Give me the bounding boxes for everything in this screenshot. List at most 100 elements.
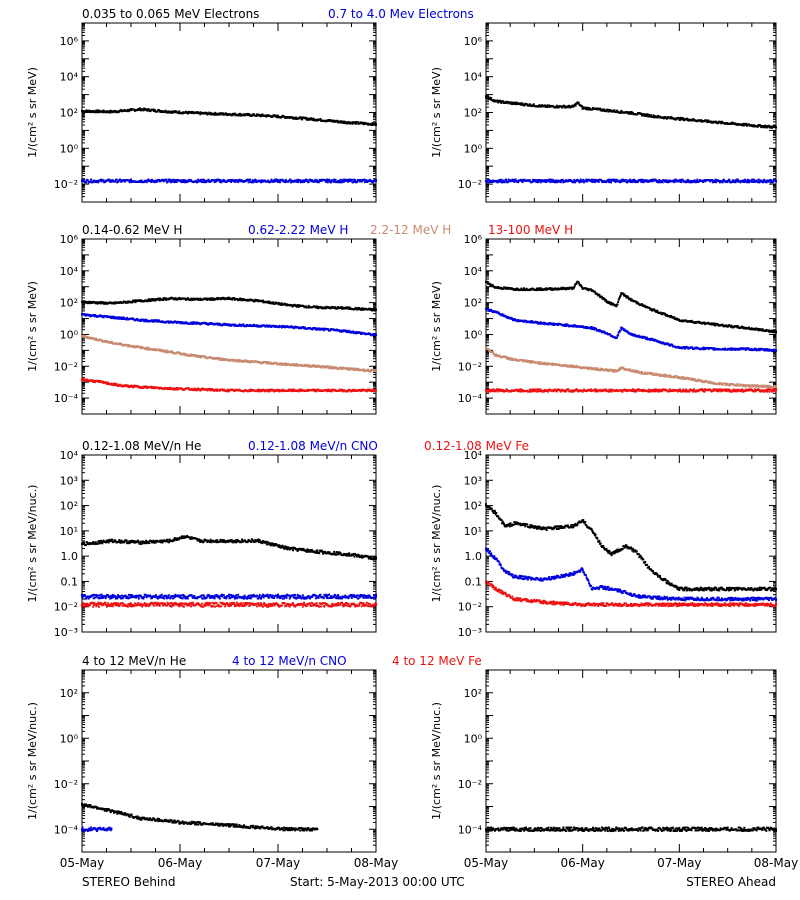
data-point xyxy=(526,103,529,106)
legend-label: 13-100 MeV H xyxy=(488,223,573,237)
data-point xyxy=(246,112,249,115)
data-point xyxy=(496,99,499,102)
data-point xyxy=(292,325,295,328)
data-point xyxy=(252,323,255,326)
data-point xyxy=(492,100,495,103)
data-point xyxy=(608,181,611,184)
y-tick-label: 10⁻⁴ xyxy=(54,392,79,405)
data-point xyxy=(179,352,182,355)
data-point xyxy=(316,328,319,331)
data-point xyxy=(300,390,303,393)
data-point xyxy=(736,326,739,329)
data-point xyxy=(629,297,632,300)
data-point xyxy=(506,181,509,184)
data-point xyxy=(587,107,590,110)
data-point xyxy=(273,114,276,117)
data-point xyxy=(664,312,667,315)
data-point xyxy=(658,179,661,182)
data-point xyxy=(147,178,150,181)
data-point xyxy=(325,366,328,369)
data-point xyxy=(264,325,267,328)
data-point xyxy=(158,349,161,352)
data-point xyxy=(706,121,709,124)
data-point xyxy=(548,178,551,181)
data-point xyxy=(632,180,635,183)
data-point xyxy=(113,317,116,320)
data-point xyxy=(213,113,216,116)
data-point xyxy=(517,181,520,184)
data-point xyxy=(528,104,531,107)
data-point xyxy=(729,325,732,328)
data-point xyxy=(745,122,748,125)
data-point xyxy=(744,124,747,127)
y-tick-label: 10⁰ xyxy=(464,142,483,155)
data-point xyxy=(544,287,547,290)
data-point xyxy=(312,389,315,392)
data-point xyxy=(229,180,232,183)
data-point xyxy=(177,388,180,391)
data-point xyxy=(134,346,137,349)
data-point xyxy=(543,180,545,183)
data-point xyxy=(353,180,356,183)
data-point xyxy=(373,389,376,392)
data-point xyxy=(736,180,739,183)
data-point xyxy=(573,286,576,289)
data-point xyxy=(82,334,85,337)
legend-label: 4 to 12 MeV Fe xyxy=(392,654,482,668)
data-point xyxy=(226,390,229,393)
legend-rows: 0.035 to 0.065 MeV Electrons 0.7 to 4.0 M… xyxy=(82,7,573,668)
data-point xyxy=(765,181,768,184)
data-point xyxy=(354,330,357,333)
data-point xyxy=(504,101,507,104)
data-point xyxy=(662,117,665,120)
data-point xyxy=(141,386,144,389)
data-point xyxy=(238,360,241,363)
data-point xyxy=(140,179,143,182)
data-point xyxy=(136,318,139,321)
data-point xyxy=(340,120,343,123)
data-point xyxy=(275,389,278,392)
data-point xyxy=(640,303,643,306)
data-point xyxy=(202,181,205,184)
data-point xyxy=(97,181,100,184)
y-axis-label: 1/(cm² s sr MeV) xyxy=(26,67,39,158)
data-point xyxy=(234,178,237,181)
data-point xyxy=(643,114,646,117)
data-point xyxy=(367,388,370,391)
data-point xyxy=(753,178,756,181)
data-point xyxy=(216,323,219,326)
data-point xyxy=(99,178,102,181)
y-tick-label: 10⁴ xyxy=(464,71,483,84)
data-point xyxy=(352,367,355,370)
data-point xyxy=(334,306,337,309)
data-point xyxy=(142,318,145,321)
data-point xyxy=(84,111,87,114)
data-point xyxy=(552,180,555,183)
data-point xyxy=(180,181,183,184)
data-point xyxy=(373,308,376,311)
data-point xyxy=(344,307,347,310)
data-point xyxy=(314,306,317,309)
data-point xyxy=(198,355,201,358)
data-point xyxy=(128,344,131,347)
y-tick-label: 10⁰ xyxy=(60,142,79,155)
data-point xyxy=(340,306,343,309)
data-point xyxy=(537,180,540,183)
data-point xyxy=(115,178,118,181)
data-point xyxy=(189,353,192,356)
data-point xyxy=(667,179,670,182)
data-point xyxy=(218,113,221,116)
data-point xyxy=(227,358,230,361)
data-point xyxy=(361,389,364,392)
data-point xyxy=(644,113,647,116)
data-point xyxy=(113,384,116,387)
data-point xyxy=(149,109,152,112)
data-point xyxy=(109,180,112,183)
data-point xyxy=(615,178,618,181)
data-point xyxy=(356,308,359,311)
data-point xyxy=(570,286,573,289)
data-point xyxy=(90,178,93,181)
data-point xyxy=(631,180,634,183)
data-point xyxy=(277,326,280,329)
data-point xyxy=(156,180,159,183)
